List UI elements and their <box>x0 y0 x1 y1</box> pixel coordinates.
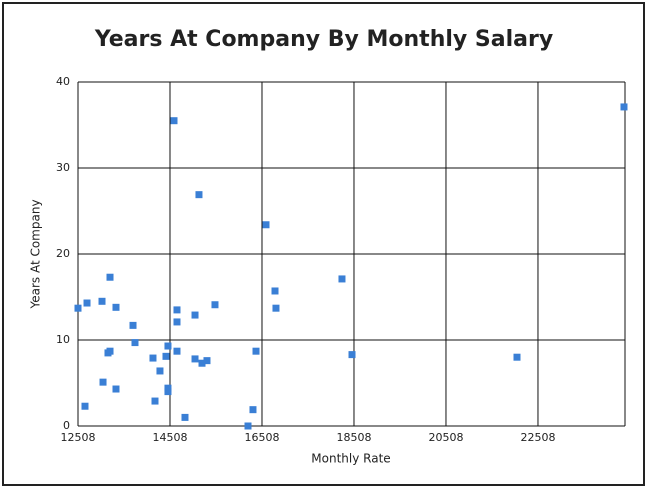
x-tick-label: 14508 <box>152 431 187 444</box>
scatter-point <box>129 321 137 329</box>
scatter-point <box>198 359 206 367</box>
scatter-point <box>513 353 521 361</box>
x-tick-label: 18508 <box>336 431 371 444</box>
scatter-point <box>271 287 279 295</box>
scatter-point <box>173 306 181 314</box>
scatter-point <box>203 357 211 365</box>
scatter-point <box>162 352 170 360</box>
x-tick-label: 20508 <box>428 431 463 444</box>
x-axis-label: Monthly Rate <box>311 452 390 466</box>
scatter-point <box>211 301 219 309</box>
scatter-point <box>81 402 89 410</box>
frame <box>2 2 645 486</box>
scatter-point <box>131 339 139 347</box>
scatter-point <box>272 304 280 312</box>
scatter-point <box>262 221 270 229</box>
scatter-point <box>112 385 120 393</box>
scatter-point <box>191 355 199 363</box>
scatter-point <box>170 117 178 125</box>
x-tick-label: 12508 <box>61 431 96 444</box>
y-tick-label: 30 <box>56 161 70 174</box>
scatter-point <box>164 388 172 396</box>
scatter-point <box>191 311 199 319</box>
scatter-point <box>620 103 628 111</box>
scatter-point <box>338 275 346 283</box>
scatter-point <box>164 342 172 350</box>
chart-title: Years At Company By Monthly Salary <box>94 27 553 52</box>
scatter-point <box>181 413 189 421</box>
y-tick-label: 0 <box>63 419 70 432</box>
scatter-point <box>106 347 114 355</box>
scatter-point <box>149 354 157 362</box>
y-tick-label: 10 <box>56 333 70 346</box>
scatter-point <box>112 303 120 311</box>
scatter-point <box>195 191 203 199</box>
x-tick-label: 22508 <box>520 431 555 444</box>
scatter-point <box>83 299 91 307</box>
y-axis-label: Years At Company <box>29 199 43 309</box>
scatter-point <box>173 318 181 326</box>
y-tick-label: 40 <box>56 75 70 88</box>
y-tick-label: 20 <box>56 247 70 260</box>
scatter-point <box>252 347 260 355</box>
scatter-point <box>74 304 82 312</box>
scatter-point <box>173 347 181 355</box>
scatter-point <box>98 297 106 305</box>
x-tick-label: 16508 <box>244 431 279 444</box>
scatter-point <box>99 378 107 386</box>
scatter-point <box>348 351 356 359</box>
scatter-point <box>151 397 159 405</box>
scatter-point <box>249 406 257 414</box>
scatter-point <box>244 422 252 430</box>
scatter-point <box>106 273 114 281</box>
scatter-point <box>156 367 164 375</box>
